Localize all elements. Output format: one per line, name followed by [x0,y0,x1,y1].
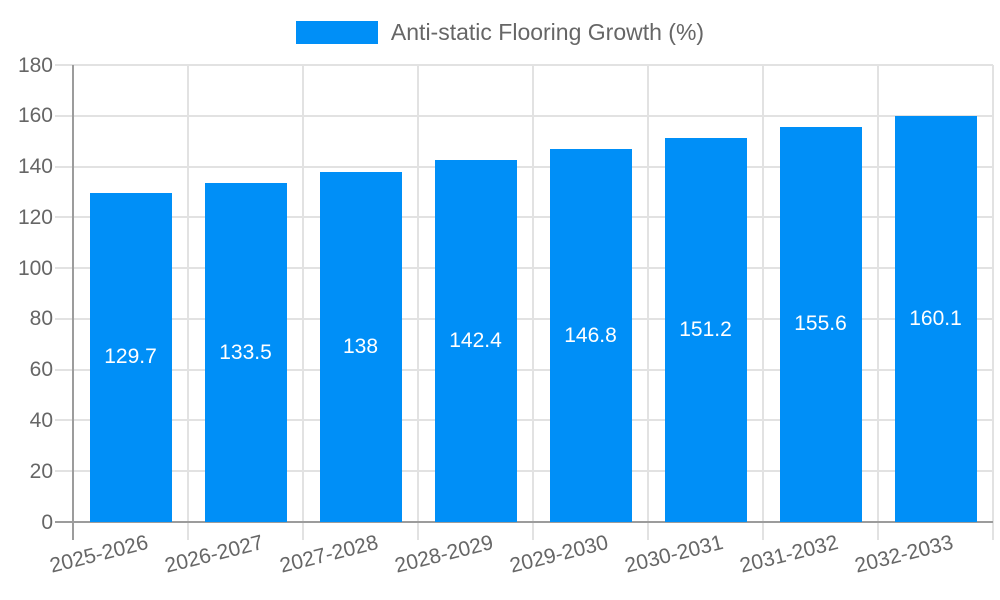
bar-value-label: 133.5 [219,340,272,364]
x-gridline [647,65,649,540]
bar-2026-2027[interactable] [204,183,287,522]
y-axis-tick-label: 60 [29,358,53,382]
bar-value-label: 138 [342,334,379,358]
y-gridline [55,368,993,371]
x-gridline [302,65,304,540]
y-axis-tick-label: 160 [17,104,53,128]
bar-value-label: 151.2 [679,318,732,342]
y-gridline [55,165,993,168]
y-axis-tick-label: 80 [29,307,53,331]
y-axis-tick-label: 100 [17,256,53,280]
y-axis-tick-label: 120 [17,205,53,229]
y-axis-tick-label: 0 [41,510,53,534]
bar-value-label: 155.6 [794,312,847,336]
x-axis-line [55,521,993,523]
x-gridline [992,65,994,540]
bar-2025-2026[interactable] [89,192,172,522]
y-axis-tick-label: 40 [29,408,53,432]
bar-value-label: 146.8 [564,323,617,347]
y-gridline [55,64,993,66]
x-gridline [532,65,534,540]
bar-value-label: 129.7 [104,345,157,369]
bar-2027-2028[interactable] [319,171,402,522]
bar-2028-2029[interactable] [434,160,517,522]
bar-value-label: 160.1 [909,306,962,330]
y-axis-line [72,65,74,540]
x-gridline [877,65,879,540]
bar-value-label: 142.4 [449,329,502,353]
y-gridline [55,419,993,422]
bar-2030-2031[interactable] [664,138,747,522]
y-axis-tick-label: 180 [17,53,53,77]
bar-2032-2033[interactable] [894,115,977,522]
y-gridline [55,267,993,270]
y-axis-tick-label: 20 [29,459,53,483]
y-axis-tick-label: 140 [17,155,53,179]
y-gridline [55,114,993,117]
y-gridline [55,470,993,473]
y-gridline [55,216,993,219]
legend-swatch-icon[interactable] [295,20,378,44]
bar-2031-2032[interactable] [779,126,862,522]
x-gridline [762,65,764,540]
bar-2029-2030[interactable] [549,149,632,522]
legend-label[interactable]: Anti-static Flooring Growth (%) [390,19,705,45]
legend[interactable]: Anti-static Flooring Growth (%) [0,18,1000,46]
x-gridline [187,65,189,540]
x-gridline [417,65,419,540]
y-gridline [55,317,993,320]
